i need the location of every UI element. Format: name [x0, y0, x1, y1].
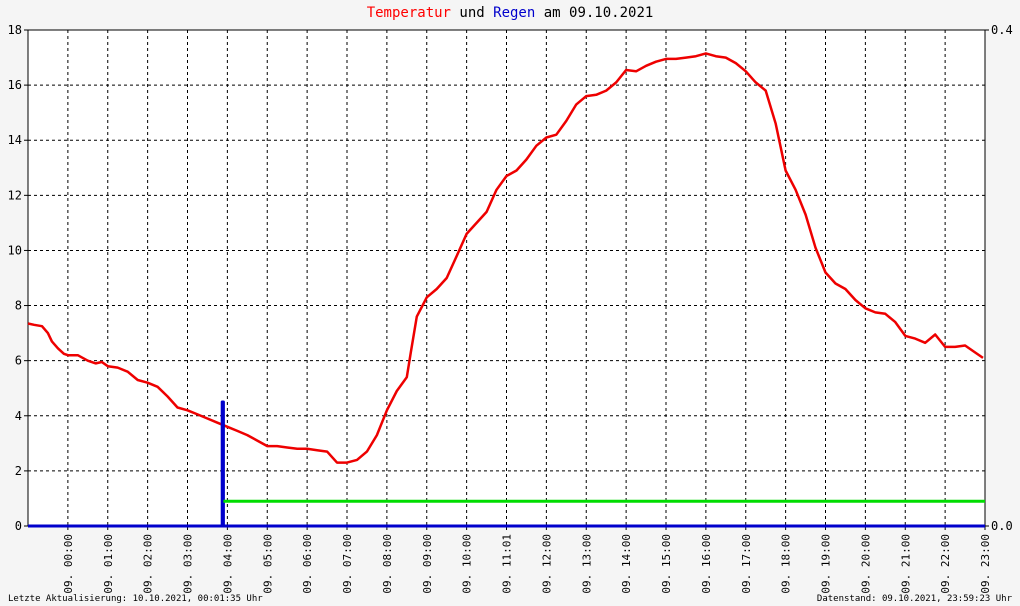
x-tick-label: 09. 00:00 [62, 534, 75, 594]
title-regen: Regen [493, 5, 536, 21]
title-temperatur: Temperatur [366, 5, 451, 21]
x-tick-label: 09. 15:00 [660, 534, 673, 594]
x-tick-label: 09. 07:00 [341, 534, 354, 594]
y-tick-label-left: 16 [8, 78, 22, 92]
y-tick-label-left: 8 [15, 299, 22, 313]
x-tick-label: 09. 19:00 [820, 534, 833, 594]
y-tick-label-left: 6 [15, 354, 22, 368]
x-tick-label: 09. 04:00 [221, 534, 234, 594]
x-tick-label: 09. 22:00 [939, 534, 952, 594]
y-tick-label-left: 10 [8, 243, 22, 257]
x-tick-label: 09. 16:00 [700, 534, 713, 594]
y-tick-label-right: 0.0 [991, 519, 1013, 533]
x-tick-label: 09. 11:01 [501, 534, 514, 594]
x-tick-label: 09. 05:00 [261, 534, 274, 594]
title-date: am 09.10.2021 [535, 5, 654, 21]
x-tick-label: 09. 21:00 [899, 534, 912, 594]
x-tick-label: 09. 17:00 [740, 534, 753, 594]
y-tick-label-left: 0 [15, 519, 22, 533]
y-tick-label-left: 4 [15, 409, 22, 423]
y-tick-label-left: 18 [8, 23, 22, 37]
y-tick-label-left: 2 [15, 464, 22, 478]
x-tick-label: 09. 20:00 [859, 534, 872, 594]
x-tick-label: 09. 18:00 [780, 534, 793, 594]
x-tick-label: 09. 01:00 [102, 534, 115, 594]
x-tick-label: 09. 12:00 [540, 534, 553, 594]
y-tick-label-left: 14 [8, 133, 22, 147]
x-tick-label: 09. 03:00 [182, 534, 195, 594]
x-tick-label: 09. 14:00 [620, 534, 633, 594]
x-tick-label: 09. 09:00 [421, 534, 434, 594]
chart-title: Temperatur und Regen am 09.10.2021 [0, 5, 1020, 21]
x-tick-label: 09. 23:00 [979, 534, 992, 594]
series-temperatur [27, 52, 984, 464]
footer-last-update: Letzte Aktualisierung: 10.10.2021, 00:01… [8, 594, 263, 604]
x-tick-label: 09. 08:00 [381, 534, 394, 594]
x-tick-label: 09. 13:00 [580, 534, 593, 594]
title-und: und [450, 5, 494, 21]
x-tick-label: 09. 10:00 [461, 534, 474, 594]
y-tick-label-left: 12 [8, 188, 22, 202]
y-tick-label-right: 0.4 [991, 23, 1013, 37]
x-tick-label: 09. 02:00 [142, 534, 155, 594]
footer-data-status: Datenstand: 09.10.2021, 23:59:23 Uhr [816, 594, 1012, 604]
series-regen [28, 400, 985, 528]
x-tick-label: 09. 06:00 [301, 534, 314, 594]
